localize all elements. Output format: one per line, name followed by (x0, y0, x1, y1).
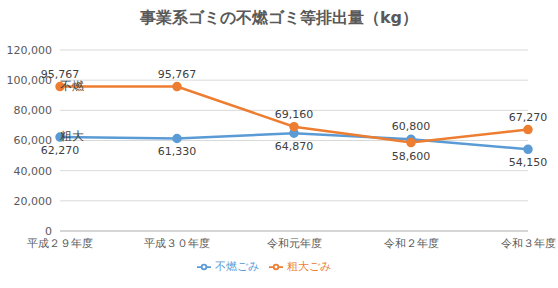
html-text:事業系ゴミの不燃ゴミ等排出量（kg）: 事業系ゴミの不燃ゴミ等排出量（kg） (140, 8, 418, 27)
svg-text:54,150: 54,150 (509, 156, 548, 169)
svg-text:20,000: 20,000 (14, 195, 53, 208)
svg-text:58,600: 58,600 (392, 150, 431, 163)
svg-text:0: 0 (45, 225, 52, 238)
svg-text:62,270: 62,270 (41, 144, 80, 157)
svg-text:令和元年度: 令和元年度 (267, 237, 322, 250)
html-text:粗大ごみ: 粗大ごみ (287, 260, 331, 273)
svg-text:64,870: 64,870 (275, 140, 314, 153)
svg-text:95,767: 95,767 (41, 68, 80, 81)
svg-text:61,330: 61,330 (158, 145, 197, 158)
svg-text:67,270: 67,270 (509, 111, 548, 124)
svg-text:80,000: 80,000 (14, 104, 53, 117)
svg-text:69,160: 69,160 (275, 108, 314, 121)
html-text:粗大: 粗大 (60, 129, 84, 143)
html-text:不燃: 不燃 (60, 79, 84, 93)
svg-text:令和２年度: 令和２年度 (384, 237, 439, 250)
svg-text:95,767: 95,767 (158, 68, 197, 81)
svg-text:60,000: 60,000 (13, 134, 52, 148)
svg-text:120,000: 120,000 (8, 44, 52, 57)
svg-text:平成３０年度: 平成３０年度 (144, 237, 210, 250)
svg-text:平成２９年度: 平成２９年度 (27, 237, 93, 250)
svg-text:40,000: 40,000 (14, 165, 53, 178)
html-text:不燃ごみ: 不燃ごみ (215, 260, 259, 273)
svg-text:令和３年度: 令和３年度 (501, 237, 551, 250)
svg-text:60,800: 60,800 (392, 120, 431, 133)
